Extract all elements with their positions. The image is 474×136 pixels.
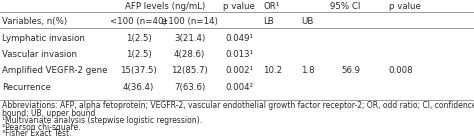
Text: 1(2.5): 1(2.5): [126, 34, 152, 43]
Text: AFP levels (ng/mL): AFP levels (ng/mL): [125, 2, 205, 11]
Text: <100 (n=40): <100 (n=40): [110, 17, 167, 26]
Text: 0.002¹: 0.002¹: [225, 66, 254, 75]
Text: p value: p value: [389, 2, 420, 11]
Text: ²Pearson chi-square.: ²Pearson chi-square.: [2, 123, 81, 132]
Text: 95% CI: 95% CI: [329, 2, 360, 11]
Text: 12(85.7): 12(85.7): [171, 66, 208, 75]
Text: OR¹: OR¹: [263, 2, 279, 11]
Text: LB: LB: [263, 17, 274, 26]
Text: UB: UB: [301, 17, 313, 26]
Text: 3(21.4): 3(21.4): [174, 34, 205, 43]
Text: 1(2.5): 1(2.5): [126, 50, 152, 59]
Text: 1.8: 1.8: [301, 66, 315, 75]
Text: Recurrence: Recurrence: [2, 83, 51, 92]
Text: Variables, n(%): Variables, n(%): [2, 17, 67, 26]
Text: Lymphatic invasion: Lymphatic invasion: [2, 34, 85, 43]
Text: 7(63.6): 7(63.6): [174, 83, 205, 92]
Text: ¹Multivariate analysis (stepwise logistic regression).: ¹Multivariate analysis (stepwise logisti…: [2, 116, 202, 125]
Text: 15(37.5): 15(37.5): [120, 66, 157, 75]
Text: 4(36.4): 4(36.4): [123, 83, 154, 92]
Text: Amplified VEGFR-2 gene: Amplified VEGFR-2 gene: [2, 66, 108, 75]
Text: 56.9: 56.9: [341, 66, 360, 75]
Text: 0.008: 0.008: [389, 66, 413, 75]
Text: ≥100 (n=14): ≥100 (n=14): [161, 17, 218, 26]
Text: 0.013¹: 0.013¹: [225, 50, 254, 59]
Text: 4(28.6): 4(28.6): [174, 50, 205, 59]
Text: Vascular invasion: Vascular invasion: [2, 50, 77, 59]
Text: ³Fisher Exact Test.: ³Fisher Exact Test.: [2, 129, 72, 136]
Text: p value: p value: [223, 2, 255, 11]
Text: bound; UB, upper bound: bound; UB, upper bound: [2, 109, 96, 118]
Text: 0.004²: 0.004²: [225, 83, 254, 92]
Text: 10.2: 10.2: [263, 66, 282, 75]
Text: Abbreviations: AFP, alpha fetoprotein; VEGFR-2, vascular endothelial growth fact: Abbreviations: AFP, alpha fetoprotein; V…: [2, 101, 474, 110]
Text: 0.049¹: 0.049¹: [225, 34, 254, 43]
